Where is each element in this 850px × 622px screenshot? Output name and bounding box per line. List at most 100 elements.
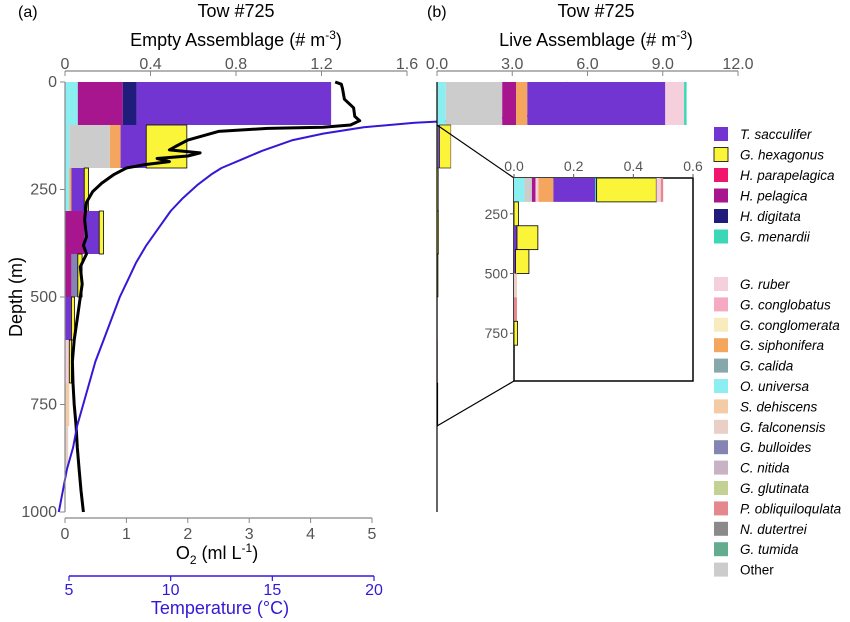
panel-a-top-tick-label: 0 <box>61 56 70 73</box>
panel-b-subtitle-main: Live Assemblage (# m <box>499 30 676 50</box>
inset-bar-segment <box>514 273 517 298</box>
legend-label: G. siphonifera <box>740 338 825 353</box>
o2-label-rest: (ml L <box>197 543 242 563</box>
panel-a-bar-segment <box>65 125 70 168</box>
legend-swatch <box>714 317 728 332</box>
panel-a-bar-segment <box>84 211 100 254</box>
o2-label-end: ) <box>252 543 258 563</box>
legend-swatch <box>714 501 728 516</box>
legend-swatch <box>714 209 728 223</box>
inset-bar-segment <box>531 178 536 202</box>
panel-a-bar-segment <box>65 297 72 340</box>
inset-x-tick-label: 0.0 <box>504 158 524 174</box>
panel-a-bar-segment <box>69 168 72 211</box>
panel-b-bar-segment <box>502 82 517 125</box>
inset-y-tick-label: 250 <box>485 206 509 222</box>
legend-label: O. universa <box>740 379 810 394</box>
inset-bar-segment <box>595 178 597 202</box>
panel-b-bar-segment <box>438 125 440 168</box>
oxygen-profile-line <box>70 80 362 513</box>
legend-label: G. tumida <box>740 542 799 557</box>
panel-a-temp-tick-label: 5 <box>65 582 74 599</box>
panel-a-bar-segment <box>98 210 104 255</box>
legend-swatch <box>714 277 728 291</box>
inset-bar-segment <box>596 177 657 203</box>
panel-a-o2-tick-label: 1 <box>122 526 131 543</box>
panel-b-top-tick-label: 12.0 <box>722 56 753 73</box>
inset-frame <box>513 177 694 382</box>
panel-a-subtitle: Empty Assemblage (# m-3) <box>130 28 342 50</box>
panel-b-label: (b) <box>427 4 447 21</box>
panel-a-top-tick-label: 0.4 <box>139 56 161 73</box>
inset-x-tick-label: 0.4 <box>624 158 644 174</box>
panel-a-bar-segment <box>65 211 85 254</box>
panel-a-label: (a) <box>18 4 38 21</box>
legend-label: G. ruber <box>740 277 790 292</box>
inset-y-tick-label: 500 <box>485 266 509 282</box>
panel-a-bar-segment <box>109 125 121 168</box>
legend-swatch <box>714 297 728 312</box>
panel-b: (b) Tow #725 Live Assemblage (# m-3) 0.0… <box>426 1 754 512</box>
inset-bar-segment <box>513 201 519 227</box>
inset-bar-segment <box>515 249 530 274</box>
panel-b-bar-segment <box>439 124 452 169</box>
panel-a-subtitle-main: Empty Assemblage (# m <box>130 30 325 50</box>
panel-a-depth-tick-label: 500 <box>30 289 57 306</box>
panel-a-bar-segment <box>65 82 78 125</box>
legend-label: G. falconensis <box>740 420 826 435</box>
legend-label: T. sacculifer <box>740 127 812 142</box>
panel-b-top-tick-label: 9.0 <box>652 56 674 73</box>
panel-a-bar-segment <box>120 125 147 168</box>
legend-swatch <box>714 521 728 536</box>
legend-label: H. digitata <box>740 209 801 224</box>
panel-a-top-tick-label: 0.8 <box>225 56 247 73</box>
inset-bar-segment <box>660 178 664 202</box>
panel-a-title: Tow #725 <box>197 1 274 21</box>
panel-b-top-tick-label: 6.0 <box>576 56 598 73</box>
legend-label: G. conglomerata <box>740 318 840 333</box>
legend-label: H. pelagica <box>740 189 808 204</box>
panel-a-bar-segment <box>65 254 72 297</box>
legend-label: G. conglobatus <box>740 297 831 312</box>
panel-b-bar-segment <box>450 125 452 168</box>
legend-swatch <box>714 379 728 393</box>
panel-a-bars <box>65 82 332 469</box>
panel-a-bar-segment <box>65 340 70 383</box>
panel-b-bar-segment <box>665 82 685 125</box>
panel-a-top-tick-label: 1.6 <box>396 56 418 73</box>
panel-a-bar-segment <box>77 82 123 125</box>
inset-bar-segment <box>514 249 516 274</box>
panel-a-temperature-label: Temperature (°C) <box>151 598 289 618</box>
panel-b-top-tick-label: 3.0 <box>501 56 523 73</box>
legend-label: G. glutinata <box>740 481 810 496</box>
legend-label: N. dutertrei <box>740 522 808 537</box>
legend-swatch <box>713 147 729 162</box>
panel-a-temp-tick-label: 20 <box>365 582 383 599</box>
inset-x-tick-label: 0.6 <box>683 158 703 174</box>
panel-b-bar-segment <box>437 82 446 125</box>
legend-label: G. calida <box>740 359 794 374</box>
legend-swatch <box>714 542 728 557</box>
legend-label: G. hexagonus <box>740 148 824 163</box>
legend-label: H. parapelagica <box>740 168 835 183</box>
panel-a-temp-tick-label: 15 <box>263 582 281 599</box>
inset-bar-segment <box>538 178 554 202</box>
panel-b-top-tick-label: 0.0 <box>426 56 448 73</box>
panel-a-ylabel: Depth (m) <box>6 257 26 337</box>
inset-y-tick-label: 750 <box>485 325 509 341</box>
panel-b-top-axis: 0.0 3.0 6.0 9.0 12.0 <box>426 56 754 76</box>
panel-a-subtitle-sup: -3 <box>325 28 336 42</box>
legend-swatch <box>714 358 728 373</box>
panel-b-subtitle-end: ) <box>687 30 693 50</box>
panel-a-depth-tick-label: 1000 <box>21 504 57 521</box>
inset-bar-segment <box>513 320 518 346</box>
panel-b-title: Tow #725 <box>557 1 634 21</box>
legend-swatch <box>714 338 728 353</box>
legend-label: C. nitida <box>740 461 790 476</box>
inset-bar-segment <box>514 225 517 250</box>
panel-a-bar-segment <box>65 426 69 469</box>
legend-swatch <box>714 229 728 244</box>
panel-a-temperature-axis: 5 10 15 20 <box>65 575 383 599</box>
panel-a-top-tick-label: 1.2 <box>310 56 332 73</box>
panel-a-temp-tick-label: 10 <box>162 582 180 599</box>
